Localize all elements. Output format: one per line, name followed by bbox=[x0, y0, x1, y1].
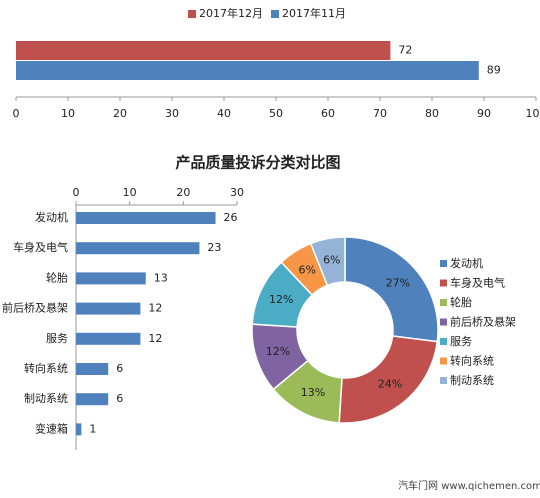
y-tick-label: 变速箱 bbox=[35, 421, 68, 435]
legend-swatch bbox=[440, 318, 447, 326]
y-tick-label: 前后桥及悬架 bbox=[2, 301, 68, 315]
bar bbox=[16, 41, 391, 60]
legend-label: 2017年12月 bbox=[199, 6, 263, 20]
y-tick-label: 发动机 bbox=[35, 210, 68, 224]
y-tick-label: 轮胎 bbox=[46, 270, 68, 284]
data-label: 6% bbox=[298, 263, 315, 276]
legend-swatch bbox=[440, 260, 447, 267]
x-tick-label: 40 bbox=[217, 107, 231, 120]
y-tick-label: 转向系统 bbox=[24, 361, 68, 375]
legend-label: 车身及电气 bbox=[450, 276, 505, 290]
data-label: 72 bbox=[398, 44, 412, 57]
x-tick-label: 60 bbox=[321, 107, 335, 120]
legend-label: 转向系统 bbox=[450, 354, 494, 368]
legend-label: 轮胎 bbox=[450, 295, 472, 309]
data-label: 13% bbox=[301, 386, 325, 399]
data-label: 23 bbox=[207, 241, 221, 254]
bar bbox=[76, 393, 109, 406]
data-label: 26 bbox=[224, 211, 238, 224]
legend-swatch bbox=[440, 377, 447, 384]
data-label: 12 bbox=[148, 302, 162, 315]
x-tick-label: 0 bbox=[73, 186, 80, 199]
watermark: 汽车门网 www.qichemen.com bbox=[398, 479, 540, 492]
x-tick-label: 30 bbox=[165, 107, 179, 120]
data-label: 6 bbox=[116, 392, 123, 405]
data-label: 13 bbox=[154, 271, 168, 284]
data-label: 6% bbox=[323, 254, 340, 267]
y-tick-label: 服务 bbox=[46, 332, 68, 345]
bar bbox=[76, 272, 146, 285]
chart-title: 产品质量投诉分类对比图 bbox=[175, 154, 340, 172]
x-tick-label: 90 bbox=[477, 107, 491, 120]
x-tick-label: 20 bbox=[176, 186, 190, 199]
legend-swatch bbox=[440, 299, 447, 306]
bar bbox=[76, 302, 141, 315]
bar bbox=[16, 61, 479, 80]
data-label: 12 bbox=[148, 332, 162, 345]
slice bbox=[309, 236, 346, 287]
x-tick-label: 80 bbox=[425, 107, 439, 120]
x-tick-label: 100 bbox=[526, 107, 540, 120]
bar bbox=[76, 242, 200, 255]
slice bbox=[338, 335, 439, 424]
slice bbox=[344, 236, 439, 343]
data-label: 12% bbox=[266, 345, 290, 358]
legend-swatch bbox=[440, 338, 447, 345]
x-tick-label: 30 bbox=[230, 186, 244, 199]
bar bbox=[76, 423, 82, 436]
bar bbox=[76, 363, 109, 375]
legend-swatch bbox=[440, 279, 447, 287]
data-label: 89 bbox=[487, 64, 501, 77]
y-tick-label: 车身及电气 bbox=[13, 240, 68, 254]
data-label: 6 bbox=[116, 362, 123, 375]
x-tick-label: 70 bbox=[373, 107, 387, 120]
legend-label: 前后桥及悬架 bbox=[450, 315, 516, 329]
x-tick-label: 10 bbox=[61, 107, 75, 120]
data-label: 12% bbox=[269, 293, 293, 306]
x-tick-label: 20 bbox=[113, 107, 127, 120]
x-tick-label: 10 bbox=[123, 186, 137, 199]
data-label: 1 bbox=[89, 422, 96, 435]
bar bbox=[76, 212, 216, 224]
x-tick-label: 0 bbox=[13, 107, 20, 120]
legend-swatch bbox=[188, 10, 196, 18]
legend-label: 服务 bbox=[450, 335, 472, 348]
legend-swatch bbox=[271, 10, 279, 18]
data-label: 24% bbox=[378, 377, 402, 390]
legend-swatch bbox=[440, 357, 447, 365]
data-label: 27% bbox=[386, 276, 410, 289]
x-tick-label: 50 bbox=[269, 107, 283, 120]
legend-label: 制动系统 bbox=[450, 374, 494, 387]
y-tick-label: 制动系统 bbox=[24, 392, 68, 405]
legend-label: 发动机 bbox=[450, 256, 483, 270]
bar bbox=[76, 332, 141, 345]
legend-label: 2017年11月 bbox=[282, 6, 346, 20]
